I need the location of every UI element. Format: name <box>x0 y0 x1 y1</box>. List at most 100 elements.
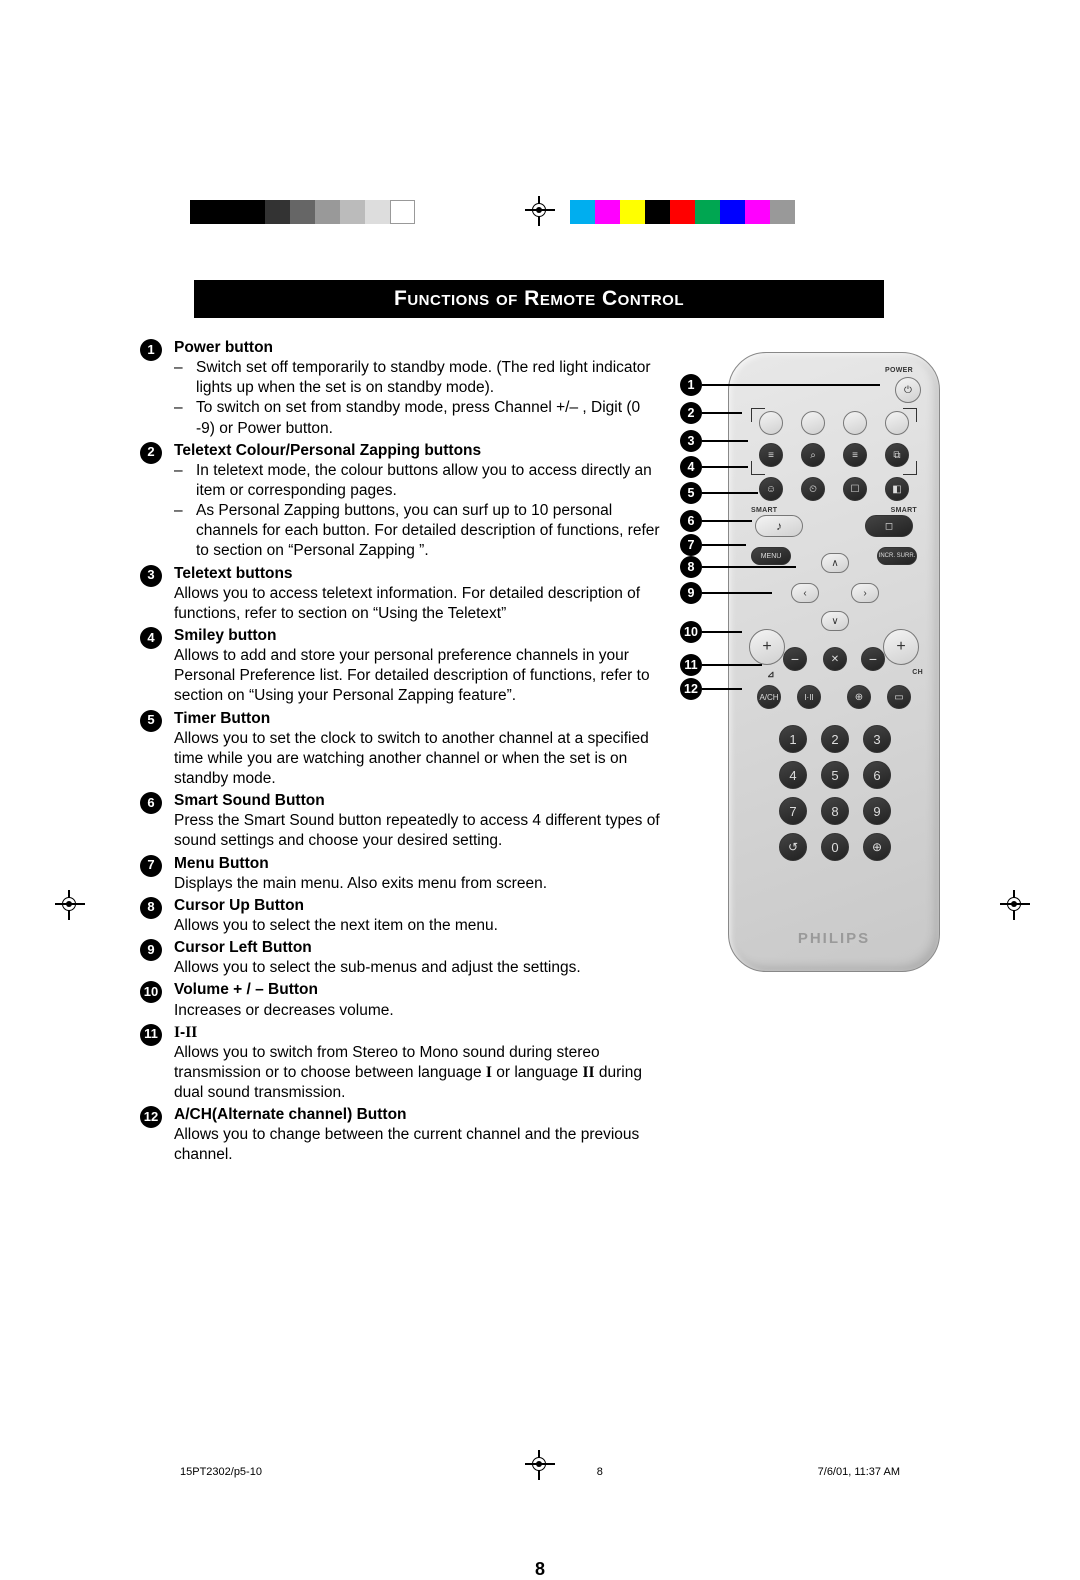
callout-line <box>702 688 742 689</box>
ch-label: CH <box>912 669 923 676</box>
function-title: Smart Sound Button <box>174 791 660 811</box>
callout: 3 <box>680 430 748 452</box>
callout-number: 4 <box>680 456 702 478</box>
callout-number: 3 <box>680 430 702 452</box>
function-item: 11I-IIAllows you to switch from Stereo t… <box>140 1023 660 1104</box>
function-desc: –As Personal Zapping buttons, you can su… <box>174 501 660 561</box>
item-number-badge: 10 <box>140 981 162 1003</box>
callout-number: 9 <box>680 582 702 604</box>
callout-line <box>702 631 742 632</box>
grayscale-swatches <box>190 200 415 224</box>
callout-number: 10 <box>680 621 702 643</box>
item-number-badge: 8 <box>140 897 162 919</box>
smart-picture-pill-icon: ◻ <box>865 515 913 537</box>
digit-4-icon: 4 <box>779 761 807 789</box>
callout: 10 <box>680 621 742 643</box>
ext-1-icon: ⊕ <box>847 685 871 709</box>
register-mark-left <box>55 890 85 920</box>
function-desc: –Switch set off temporarily to standby m… <box>174 358 660 398</box>
teletext-2-icon: ⌕ <box>801 443 825 467</box>
manual-page: Functions of Remote Control 1Power butto… <box>140 280 940 1510</box>
function-desc: Allows you to switch from Stereo to Mono… <box>174 1043 660 1103</box>
function-desc: Allows you to access teletext informatio… <box>174 584 660 624</box>
digit-6-icon: 6 <box>863 761 891 789</box>
item-number-badge: 6 <box>140 792 162 814</box>
function-title: Cursor Up Button <box>174 896 660 916</box>
function-title: Smiley button <box>174 626 660 646</box>
function-desc: Press the Smart Sound button repeatedly … <box>174 811 660 851</box>
function-title: A/CH(Alternate channel) Button <box>174 1105 660 1125</box>
mute-icon: ✕ <box>823 647 847 671</box>
digit-2-icon: 2 <box>821 725 849 753</box>
function-desc: Allows you to set the clock to switch to… <box>174 729 660 789</box>
callout: 6 <box>680 510 752 532</box>
cursor-down-icon: ∨ <box>821 611 849 631</box>
callout-line <box>702 664 762 665</box>
register-mark-top <box>525 196 555 226</box>
callout-line <box>702 466 748 467</box>
function-item: 7Menu ButtonDisplays the main menu. Also… <box>140 854 660 894</box>
function-title: I-II <box>174 1023 660 1043</box>
callout-line <box>702 440 748 441</box>
smart-right-label: SMART <box>891 507 917 514</box>
callout-line <box>702 520 752 521</box>
function-item: 12 A/CH(Alternate channel) ButtonAllows y… <box>140 1105 660 1165</box>
callout-number: 1 <box>680 374 702 396</box>
callout-number: 8 <box>680 556 702 578</box>
callout: 5 <box>680 482 758 504</box>
function-item: 3Teletext buttonsAllows you to access te… <box>140 564 660 624</box>
volume-minus-icon: − <box>783 647 807 671</box>
footer-timestamp: 7/6/01, 11:37 AM <box>818 1466 900 1478</box>
colour-red-icon <box>759 411 783 435</box>
function-desc: Displays the main menu. Also exits menu … <box>174 874 660 894</box>
item-number-badge: 2 <box>140 442 162 464</box>
function-title: Volume + / – Button <box>174 980 660 1000</box>
callout-number: 12 <box>680 678 702 700</box>
callout: 12 <box>680 678 742 700</box>
channel-plus-icon: + <box>883 629 919 665</box>
item-number-badge: 5 <box>140 710 162 732</box>
callout-line <box>702 412 742 413</box>
digit-7-icon: 7 <box>779 797 807 825</box>
smart-left-label: SMART <box>751 507 777 514</box>
function-title: Teletext buttons <box>174 564 660 584</box>
function-item: 5Timer ButtonAllows you to set the clock… <box>140 709 660 790</box>
color-swatches <box>570 200 795 224</box>
function-desc: Allows to add and store your personal pr… <box>174 646 660 706</box>
aux-icon: ↺ <box>779 833 807 861</box>
ext-2-icon: ▭ <box>887 685 911 709</box>
function-title: Power button <box>174 338 660 358</box>
cursor-up-icon: ∧ <box>821 553 849 573</box>
sound-mode-icon: A/CH <box>757 685 781 709</box>
cursor-right-icon: › <box>851 583 879 603</box>
function-title: Menu Button <box>174 854 660 874</box>
function-desc: –To switch on set from standby mode, pre… <box>174 398 660 438</box>
item-number-badge: 12 <box>140 1106 162 1128</box>
function-desc: Increases or decreases volume. <box>174 1001 660 1021</box>
callout: 7 <box>680 534 746 556</box>
function-item: 8Cursor Up ButtonAllows you to select th… <box>140 896 660 936</box>
channel-minus-icon: − <box>861 647 885 671</box>
callout-line <box>702 492 758 493</box>
function-item: 2Teletext Colour/Personal Zapping button… <box>140 441 660 562</box>
function-desc: Allows you to select the sub-menus and a… <box>174 958 660 978</box>
callout: 1 <box>680 374 880 396</box>
power-button-icon: ⏻ <box>895 377 921 403</box>
timer-icon: ⏲ <box>801 477 825 501</box>
power-label: POWER <box>885 367 913 374</box>
functions-list: 1Power button–Switch set off temporarily… <box>140 338 660 1166</box>
colour-green-icon <box>801 411 825 435</box>
digit-0-icon: 0 <box>821 833 849 861</box>
function-desc: Allows you to change between the current… <box>174 1125 660 1165</box>
function-item: 1Power button–Switch set off temporarily… <box>140 338 660 439</box>
digit-5-icon: 5 <box>821 761 849 789</box>
callout: 11 <box>680 654 762 676</box>
function-title: Cursor Left Button <box>174 938 660 958</box>
callout: 9 <box>680 582 772 604</box>
callout: 2 <box>680 402 742 424</box>
i-ii-icon: I·II <box>797 685 821 709</box>
digit-1-icon: 1 <box>779 725 807 753</box>
teletext-3-icon: ≡ <box>843 443 867 467</box>
callout: 4 <box>680 456 748 478</box>
callout-line <box>702 592 772 593</box>
